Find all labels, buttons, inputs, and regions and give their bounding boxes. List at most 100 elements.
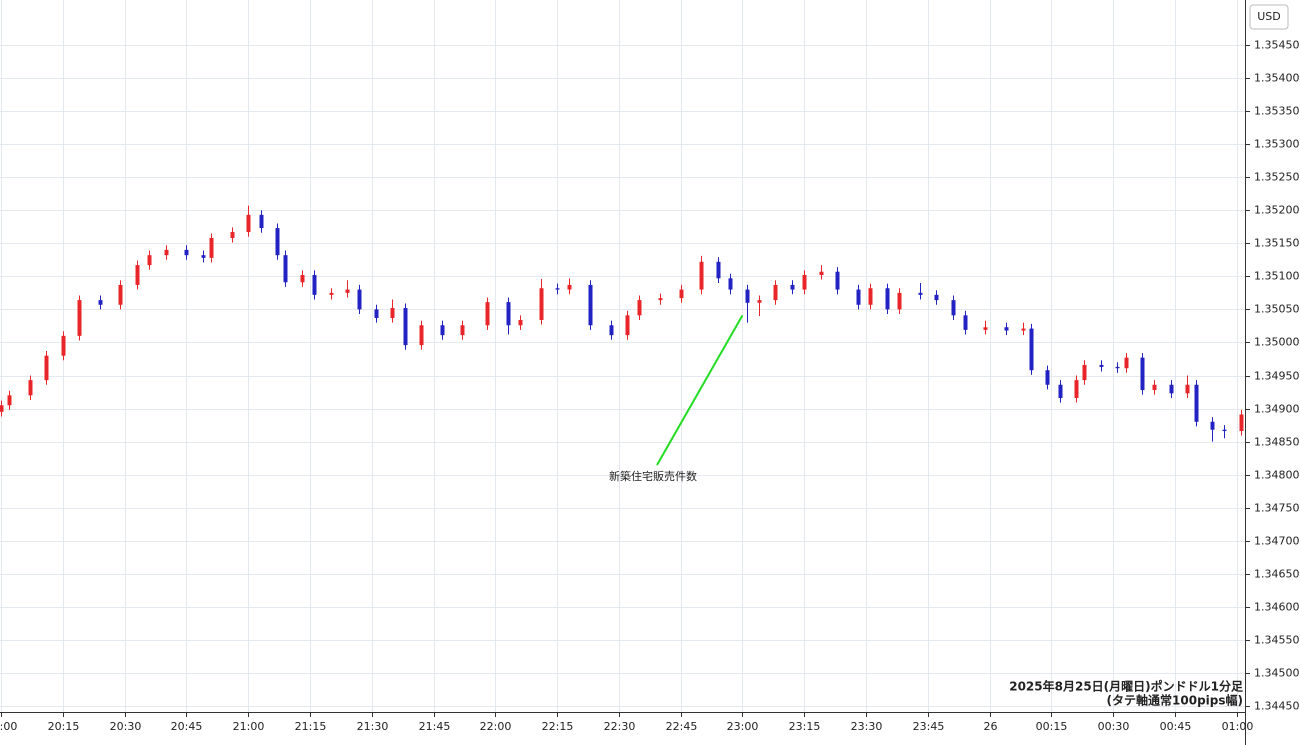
- candle-body: [1074, 380, 1079, 398]
- time-axis-panel: [0, 713, 1245, 745]
- caption-line: (タテ軸通常100pips幅): [1107, 693, 1243, 708]
- y-tick-label: 1.34550: [1254, 634, 1300, 647]
- candle-body: [555, 288, 560, 290]
- candle-body: [518, 319, 523, 326]
- candle-body: [246, 214, 251, 233]
- x-tick-label: 23:00: [727, 720, 759, 733]
- candle-body: [201, 255, 206, 258]
- axes: 1.35450 1.35400 1.35350 1.35300 1.35250 1.352…: [0, 39, 1300, 734]
- candle-body: [1029, 328, 1034, 371]
- x-tick-label: 26: [984, 720, 998, 733]
- candle-body: [283, 255, 288, 283]
- x-tick-label: 21:30: [357, 720, 389, 733]
- candle-body: [374, 309, 379, 318]
- candle-body: [1140, 357, 1145, 391]
- candle-body: [658, 298, 663, 301]
- candle-body: [963, 315, 968, 330]
- annotation-label: 新築住宅販売件数: [609, 469, 697, 483]
- y-tick-label: 1.34850: [1254, 436, 1300, 449]
- x-tick-label: 20:00: [0, 720, 17, 733]
- candle-body: [184, 249, 189, 256]
- candle-body: [300, 275, 305, 283]
- candle-body: [345, 289, 350, 293]
- y-tick-label: 1.35250: [1254, 171, 1300, 184]
- x-tick-label: 01:00: [1222, 720, 1254, 733]
- candle-body: [312, 275, 317, 295]
- candle-body: [802, 275, 807, 290]
- candle-body: [147, 255, 152, 266]
- y-tick-label: 1.34700: [1254, 535, 1300, 548]
- y-tick-label: 1.34950: [1254, 370, 1300, 383]
- y-tick-label: 1.35000: [1254, 336, 1300, 349]
- candle-body: [1210, 421, 1215, 430]
- candle-body: [135, 265, 140, 285]
- y-tick-label: 1.34450: [1254, 700, 1300, 713]
- candle-body: [868, 288, 873, 305]
- candle-body: [897, 292, 902, 310]
- candle-body: [1185, 384, 1190, 394]
- y-tick-label: 1.34650: [1254, 568, 1300, 581]
- candle-body: [679, 289, 684, 299]
- candle-body: [1045, 370, 1050, 385]
- candle-body: [934, 294, 939, 301]
- y-tick-label: 1.35200: [1254, 204, 1300, 217]
- y-tick-label: 1.34750: [1254, 502, 1300, 515]
- candle-body: [403, 308, 408, 346]
- candle-body: [7, 395, 12, 406]
- x-tick-label: 22:15: [542, 720, 574, 733]
- candle-body: [275, 228, 280, 256]
- candle-body: [819, 271, 824, 276]
- y-tick-label: 1.35100: [1254, 270, 1300, 283]
- candle-body: [357, 289, 362, 310]
- candle-body: [440, 325, 445, 336]
- x-tick-label: 20:30: [110, 720, 142, 733]
- y-tick-label: 1.35050: [1254, 303, 1300, 316]
- caption-line: 2025年8月25日(月曜日)ポンドドル1分足: [1009, 679, 1243, 694]
- candle-body: [1194, 384, 1199, 422]
- candle-body: [44, 355, 49, 381]
- y-tick-label: 1.35400: [1254, 72, 1300, 85]
- candle-body: [1099, 364, 1104, 367]
- candle-body: [0, 405, 4, 412]
- candle-body: [745, 289, 750, 303]
- y-tick-label: 1.34800: [1254, 469, 1300, 482]
- x-tick-label: 00:30: [1098, 720, 1130, 733]
- candle-body: [609, 325, 614, 336]
- candle-body: [835, 271, 840, 290]
- y-tick-label: 1.35150: [1254, 237, 1300, 250]
- candle-body: [918, 292, 923, 295]
- candle-body: [77, 300, 82, 336]
- annotation-line: [656, 314, 744, 466]
- candle-body: [1239, 414, 1244, 432]
- y-tick-label: 1.34500: [1254, 667, 1300, 680]
- candle-body: [1082, 364, 1087, 381]
- y-tick-label: 1.35300: [1254, 138, 1300, 151]
- currency-box: [1249, 4, 1289, 30]
- x-tick-label: 22:30: [604, 720, 636, 733]
- candles: 新築住宅販売件数: [0, 205, 1244, 483]
- candle-body: [390, 308, 395, 318]
- candle-body: [61, 335, 66, 356]
- candle-body: [164, 249, 169, 256]
- candle-body: [625, 315, 630, 336]
- x-tick-label: 20:15: [48, 720, 80, 733]
- candle-body: [716, 261, 721, 279]
- candle-body: [1004, 327, 1009, 331]
- candle-body: [1115, 366, 1120, 369]
- x-tick-label: 00:45: [1160, 720, 1192, 733]
- candle-body: [98, 300, 103, 305]
- candle-body: [757, 300, 762, 303]
- candle-body: [28, 380, 33, 396]
- candle-body: [951, 300, 956, 316]
- candle-body: [230, 232, 235, 238]
- candle-body: [1021, 328, 1026, 331]
- x-tick-label: 00:15: [1036, 720, 1068, 733]
- candle-body: [209, 237, 214, 258]
- x-tick-label: 22:45: [666, 720, 698, 733]
- candle-body: [637, 300, 642, 316]
- x-tick-label: 20:45: [171, 720, 203, 733]
- price-axis-panel: [1245, 0, 1300, 745]
- candle-body: [539, 288, 544, 320]
